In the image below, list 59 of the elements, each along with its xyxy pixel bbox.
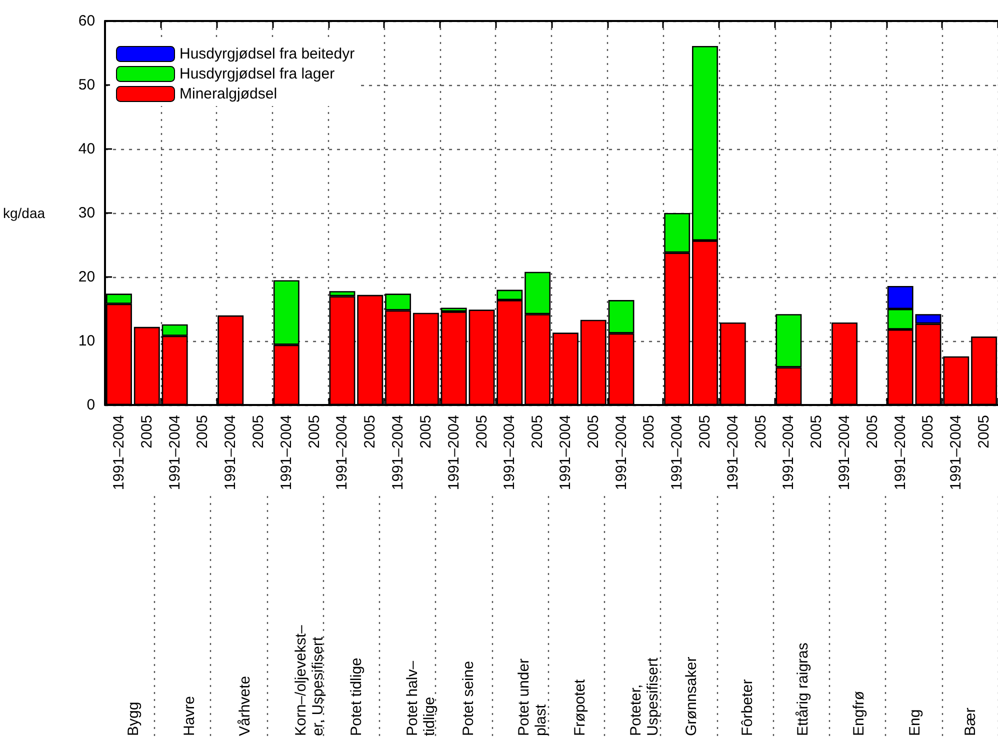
text: Bygg xyxy=(124,702,142,736)
x-tick-label: 1991–2004 xyxy=(110,415,128,490)
x-tick-label: 1991–2004 xyxy=(390,415,407,490)
x-tick-label: 1991–2004 xyxy=(948,415,965,490)
text: Havre xyxy=(180,696,198,736)
x-tick-label: 2005 xyxy=(250,415,268,448)
x-tick-label: 1991–2004 xyxy=(556,415,574,490)
legend-label: Husdyrgjødsel fra beitedyr xyxy=(180,46,355,62)
x-tick-label: 1991–2004 xyxy=(278,415,295,490)
x-tick-label: 2005 xyxy=(362,415,379,448)
x-tick-label: 1991–2004 xyxy=(892,415,909,490)
x-tick-label: 2005 xyxy=(976,415,993,448)
legend-label: Mineralgjødsel xyxy=(180,86,278,102)
x-tick-label: 1991–2004 xyxy=(668,415,686,490)
legend-label: Husdyrgjødsel fra lager xyxy=(180,66,335,82)
y-tick-label: 60 xyxy=(78,12,96,30)
text: Fôrbeter xyxy=(738,679,756,736)
text: Grønnsaker xyxy=(683,656,700,736)
text: Vårhvete xyxy=(236,676,254,736)
x-tick-label: 1991–2004 xyxy=(836,415,854,490)
y-tick-label: 0 xyxy=(86,396,96,414)
x-tick-label: 2005 xyxy=(920,415,937,448)
x-tick-label: 1991–2004 xyxy=(724,415,742,490)
y-axis-title: kg/daa xyxy=(2,205,46,221)
x-tick-label: 1991–2004 xyxy=(334,415,351,490)
y-tick-label: 40 xyxy=(78,140,96,158)
x-tick-label: 2005 xyxy=(473,415,490,448)
x-tick-label: 2005 xyxy=(864,415,881,448)
x-tick-label: 2005 xyxy=(696,415,714,448)
text: Engfrø xyxy=(850,690,868,736)
x-tick-label: 1991–2004 xyxy=(780,415,798,490)
y-tick-label: 10 xyxy=(78,332,96,350)
x-tick-label: 1991–2004 xyxy=(445,415,462,490)
text: Potet halv– tidlige xyxy=(404,660,438,736)
text: Potet tidlige xyxy=(348,658,366,736)
text: Eng xyxy=(906,709,924,736)
text: Ettårig raigras xyxy=(794,642,812,736)
x-tick-label: 2005 xyxy=(584,415,602,448)
y-tick-label: 30 xyxy=(78,204,96,222)
x-tick-label: 2005 xyxy=(529,415,546,448)
x-tick-label: 2005 xyxy=(752,415,770,448)
x-tick-label: 2005 xyxy=(808,415,826,448)
x-tick-label: 2005 xyxy=(640,415,658,448)
text: Poteter, Uspesifisert xyxy=(627,656,662,736)
x-tick-label: 2005 xyxy=(138,415,156,448)
x-tick-label: 2005 xyxy=(306,415,323,448)
x-tick-label: 1991–2004 xyxy=(501,415,518,490)
y-tick-label: 20 xyxy=(78,268,96,286)
x-tick-label: 2005 xyxy=(194,415,212,448)
text: Bær xyxy=(962,708,980,736)
y-tick-label: 50 xyxy=(78,76,96,94)
text: Potet seine xyxy=(460,660,477,736)
x-tick-label: 1991–2004 xyxy=(166,415,184,490)
text: Korn–/oljevekst– er, Uspesifisert xyxy=(292,624,326,736)
x-tick-label: 1991–2004 xyxy=(222,415,240,490)
x-tick-label: 2005 xyxy=(417,415,434,448)
text: Frøpotet xyxy=(571,678,588,736)
text: Potet under plast xyxy=(516,658,550,736)
x-tick-label: 1991–2004 xyxy=(612,415,630,490)
